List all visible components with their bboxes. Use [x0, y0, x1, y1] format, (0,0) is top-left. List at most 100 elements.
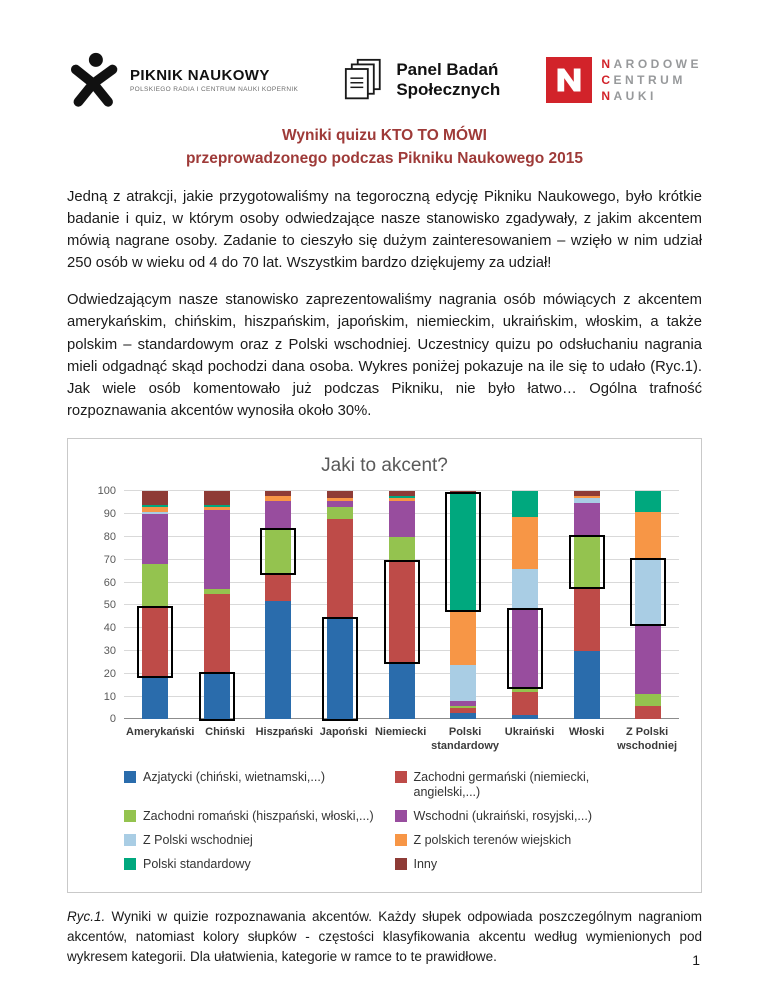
- document-title-line2: przeprowadzonego podczas Pikniku Naukowe…: [185, 150, 584, 168]
- bar-segment: [573, 491, 600, 496]
- stacked-papers-icon: [345, 58, 381, 100]
- bar-segment: [450, 664, 477, 702]
- legend-label: Wschodni (ukraiński, rosyjski,...): [413, 808, 593, 823]
- figure-caption: Ryc.1. Wyniki w quizie rozpoznawania akc…: [67, 907, 702, 968]
- y-axis-tick-label: 0: [109, 713, 116, 726]
- x-axis-label: Japoński: [319, 726, 368, 739]
- bar-segment: [388, 498, 415, 501]
- bar-column: [617, 491, 679, 720]
- bar-segment: [450, 610, 477, 665]
- bar-segment: [635, 623, 662, 695]
- x-axis-labels: Amerykański Chiński Hiszpański Japoński Niem…: [124, 726, 679, 754]
- bar-column: [432, 491, 494, 720]
- bar-segment: [141, 676, 168, 720]
- bar-segment: [141, 507, 168, 512]
- y-axis-tick-label: 90: [103, 508, 116, 521]
- bar-segment-correct: [383, 560, 420, 665]
- piknik-logo-text: PIKNIK NAUKOWY POLSKIEGO RADIA I CENTRUM…: [130, 67, 298, 93]
- bar-segment-correct: [136, 605, 173, 679]
- legend-item: Inny: [394, 856, 660, 872]
- bar-segment-correct: [630, 557, 667, 626]
- bar-segment: [573, 650, 600, 720]
- legend-swatch: [394, 770, 407, 783]
- y-axis-tick-label: 60: [103, 576, 116, 589]
- bar-segment: [388, 495, 415, 499]
- bar-column: [186, 491, 248, 721]
- bar-segment: [141, 505, 168, 508]
- legend-swatch: [394, 857, 407, 870]
- bar-segment: [326, 507, 353, 519]
- ncn-line1: NARODOWE: [601, 56, 702, 71]
- paragraph-1: Jedną z atrakcji, jakie przygotowaliśmy …: [67, 188, 702, 272]
- legend-label: Inny: [413, 856, 438, 871]
- bar-segment: [141, 514, 168, 565]
- bar-segment-correct: [260, 528, 297, 576]
- legend-swatch: [394, 833, 407, 846]
- y-axis-tick-label: 50: [103, 599, 116, 612]
- panel-badan-line2: Społecznych: [396, 80, 501, 99]
- bar-segment: [326, 498, 353, 501]
- y-axis-tick-label: 80: [103, 530, 116, 543]
- document-title-line1: Wyniki quizu KTO TO MÓWI: [282, 127, 487, 144]
- legend-item: Zachodni romański (hiszpański, włoski,..…: [124, 809, 389, 824]
- bar-segment: [511, 714, 538, 720]
- bar-segment: [388, 491, 415, 496]
- piknik-stick-figure-icon: [70, 52, 118, 107]
- bar-column: [247, 491, 309, 720]
- bar-column: [494, 491, 556, 720]
- bar-Hiszpański: [260, 491, 297, 720]
- ncn-logo-text: NARODOWE CENTRUM NAUKI: [601, 56, 702, 105]
- bar-segment-correct: [445, 491, 482, 613]
- bar-segment: [141, 564, 168, 608]
- bar-segment: [141, 511, 168, 515]
- panel-badan-line1: Panel Badań: [396, 59, 499, 79]
- x-axis-label: Z Polski wschodniej: [617, 726, 678, 753]
- bar-segment: [388, 662, 415, 720]
- bar-segment: [203, 593, 230, 674]
- x-axis-label: Amerykański: [126, 726, 195, 739]
- legend-swatch: [124, 857, 136, 870]
- bar-segment: [511, 491, 538, 517]
- bar-Niemiecki: [383, 491, 420, 720]
- document-title: Wyniki quizu KTO TO MÓWI przeprowadzoneg…: [67, 124, 702, 171]
- legend-label: Z Polski wschodniej: [143, 832, 253, 847]
- y-axis-tick-label: 70: [103, 553, 116, 566]
- bar-column: [371, 491, 433, 720]
- x-axis-label: Chiński: [205, 726, 245, 739]
- bar-segment-correct: [568, 534, 605, 590]
- figure-caption-label: Ryc.1.: [67, 908, 106, 924]
- chart-plot-area: 0 10 20 30 40 50 60 70 80 90 100: [98, 485, 679, 725]
- bar-segment: [573, 587, 600, 651]
- bar-segment-correct: [321, 617, 358, 722]
- x-axis-label: Włoski: [568, 726, 605, 739]
- x-axis-label: Ukraiński: [504, 726, 555, 739]
- ncn-red-square-icon: [546, 57, 593, 103]
- legend-label: Zachodni germański (niemiecki, angielski…: [413, 769, 590, 799]
- legend-label: Polski standardowy: [143, 856, 251, 871]
- bar-column: [556, 491, 618, 720]
- bar-segment: [265, 491, 292, 496]
- chart-legend: Azjatycki (chiński, wietnamski,...) Zacho…: [80, 754, 689, 882]
- legend-swatch: [394, 809, 407, 822]
- legend-item: Azjatycki (chiński, wietnamski,...): [124, 770, 389, 800]
- legend-item: Zachodni germański (niemiecki, angielski…: [394, 769, 660, 800]
- legend-swatch: [124, 770, 136, 783]
- bar-segment: [265, 495, 292, 501]
- panel-badan-logo: Panel Badań Społecznych: [344, 56, 500, 104]
- bar-segment: [265, 500, 292, 531]
- page: PIKNIK NAUKOWY POLSKIEGO RADIA I CENTRUM…: [67, 48, 702, 968]
- panel-badan-logo-text: Panel Badań Społecznych: [396, 60, 500, 100]
- gridline: [124, 490, 679, 492]
- logo-header: PIKNIK NAUKOWY POLSKIEGO RADIA I CENTRUM…: [67, 48, 702, 112]
- accent-quiz-chart: Jaki to akcent? 0 10 20 30 40 50 60 70 80 90 100 A…: [67, 438, 702, 893]
- legend-label: Zachodni romański (hiszpański, włoski,..…: [143, 808, 374, 823]
- bar-segment: [388, 536, 415, 563]
- ncn-line2: CENTRUM: [601, 72, 686, 87]
- page-number: 1: [692, 952, 700, 968]
- x-axis-label: Niemiecki: [374, 726, 427, 739]
- bar-column: [309, 491, 371, 722]
- bar-segment: [265, 600, 292, 720]
- x-axis-label: Polski standardowy: [431, 726, 500, 753]
- paragraph-2: Odwiedzającym nasze stanowisko zaprezent…: [67, 292, 702, 420]
